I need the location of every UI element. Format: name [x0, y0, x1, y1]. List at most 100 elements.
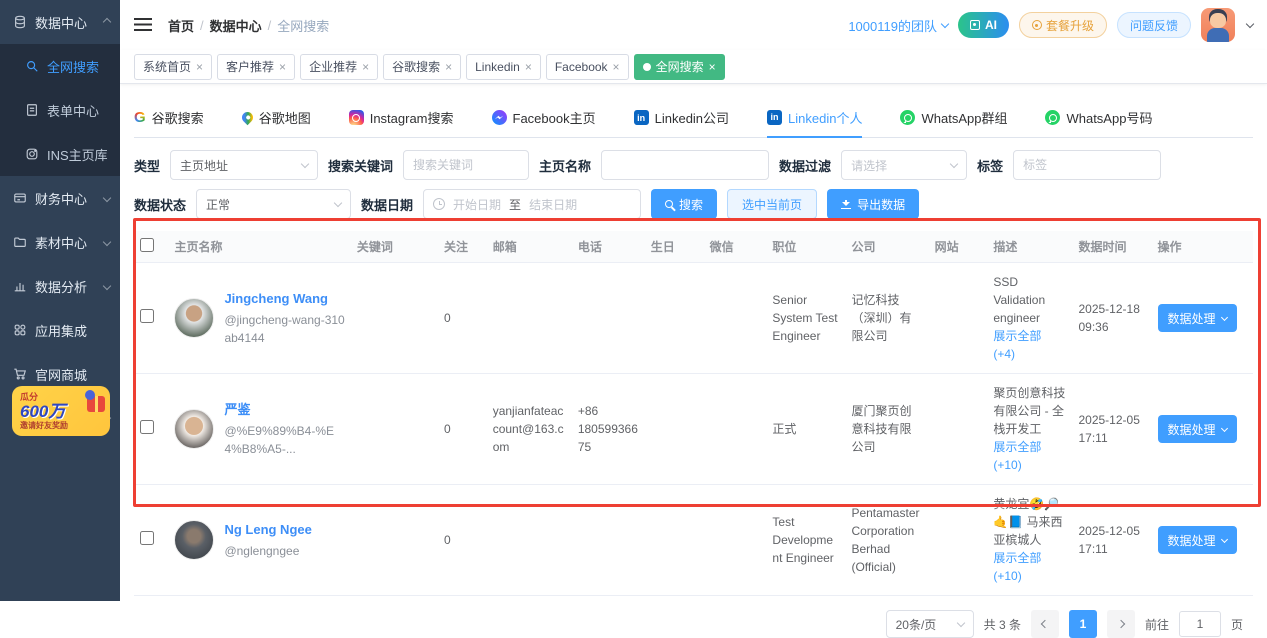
- sidebar-item-label: 官网商城: [35, 367, 88, 383]
- tab-facebook[interactable]: Facebook ×: [545, 53, 629, 80]
- row-checkbox[interactable]: [140, 530, 154, 545]
- cell-birthday: [644, 373, 704, 485]
- chevron-down-icon: [956, 618, 965, 627]
- tab-google-search[interactable]: 谷歌搜索 ×: [383, 53, 462, 80]
- goto-page-input[interactable]: [1178, 611, 1221, 637]
- col-phone: 电话: [571, 231, 645, 263]
- cell-wechat: [703, 262, 767, 374]
- cart-icon: [12, 366, 28, 382]
- row-checkbox[interactable]: [140, 308, 154, 323]
- user-avatar[interactable]: [1201, 8, 1235, 42]
- close-icon[interactable]: ×: [362, 59, 370, 74]
- sidebar-item-form-center[interactable]: 表单中心: [0, 88, 120, 132]
- sidebar-item-data-center[interactable]: 数据中心: [0, 0, 120, 44]
- sidebar-item-app-integration[interactable]: 应用集成: [0, 308, 120, 352]
- promo-line2: 600万: [20, 402, 66, 421]
- promo-banner[interactable]: 瓜分 600万 邀请好友奖励: [12, 386, 110, 436]
- cell-keyword: [350, 484, 439, 596]
- sidebar-item-ins-library[interactable]: INS主页库: [0, 132, 120, 176]
- close-icon[interactable]: ×: [708, 59, 716, 74]
- page-1-button[interactable]: 1: [1068, 610, 1097, 638]
- cell-position: Test Development Engineer: [766, 484, 846, 596]
- sidebar-item-material-center[interactable]: 素材中心: [0, 220, 120, 264]
- tab-system-home[interactable]: 系统首页 ×: [134, 53, 213, 80]
- pagination: 20条/页 共 3 条 1 前往 页: [134, 610, 1243, 638]
- search-button[interactable]: 搜索: [651, 189, 718, 219]
- subnav-whatsapp-groups[interactable]: WhatsApp群组: [900, 98, 1007, 138]
- next-page-button[interactable]: [1106, 610, 1135, 638]
- row-checkbox[interactable]: [140, 419, 154, 434]
- date-range-picker[interactable]: 开始日期 至 结束日期: [423, 189, 642, 219]
- avatar-dropdown-caret[interactable]: [1245, 19, 1255, 28]
- sidebar-item-web-search[interactable]: 全网搜索: [0, 44, 120, 88]
- subnav-google-maps[interactable]: 谷歌地图: [239, 98, 311, 138]
- select-all-checkbox[interactable]: [140, 238, 154, 252]
- select-current-page-button[interactable]: 选中当前页: [727, 189, 818, 219]
- subnav-linkedin-company[interactable]: Linkedin公司: [633, 98, 729, 138]
- data-process-button[interactable]: 数据处理: [1157, 415, 1237, 443]
- prev-page-button[interactable]: [1030, 610, 1059, 638]
- cell-email: yanjianfateaccount@163.com: [486, 373, 572, 485]
- close-icon[interactable]: ×: [612, 59, 620, 74]
- cell-email: [486, 262, 572, 374]
- sidebar-item-data-analysis[interactable]: 数据分析: [0, 264, 120, 308]
- data-status-select[interactable]: 正常: [196, 189, 352, 219]
- cell-phone: +86 18059936675: [571, 373, 645, 485]
- type-select[interactable]: 主页地址: [170, 150, 319, 180]
- tab-customer-recommend[interactable]: 客户推荐 ×: [217, 53, 296, 80]
- show-all-link[interactable]: 展示全部: [993, 440, 1042, 454]
- breadcrumb-section[interactable]: 数据中心: [209, 18, 262, 34]
- subnav-google-search[interactable]: 谷歌搜索: [134, 98, 204, 138]
- sidebar-item-official-mall[interactable]: 官网商城: [0, 352, 120, 396]
- subnav-facebook-pages[interactable]: Facebook主页: [491, 98, 596, 138]
- ai-icon: [969, 20, 980, 30]
- ai-button[interactable]: AI: [957, 12, 1009, 38]
- profile-name-link[interactable]: Ng Leng Ngee: [224, 521, 312, 537]
- data-process-button[interactable]: 数据处理: [1157, 526, 1237, 554]
- more-count-link[interactable]: (+4): [993, 347, 1016, 361]
- keyword-input[interactable]: [413, 158, 520, 172]
- data-process-button[interactable]: 数据处理: [1157, 304, 1237, 332]
- sidebar-item-finance-center[interactable]: 财务中心: [0, 176, 120, 220]
- page-size-select[interactable]: 20条/页: [885, 610, 974, 638]
- breadcrumb: 首页 / 数据中心 / 全网搜索: [168, 16, 329, 35]
- chevron-down-icon: [940, 19, 950, 28]
- subnav-instagram-search[interactable]: Instagram搜索: [348, 98, 454, 138]
- tab-web-search-active[interactable]: 全网搜索 ×: [633, 53, 725, 80]
- more-count-link[interactable]: (+10): [993, 458, 1022, 472]
- subnav-linkedin-personal[interactable]: Linkedin个人: [767, 98, 863, 138]
- upgrade-plan-button[interactable]: 套餐升级: [1018, 12, 1107, 38]
- hamburger-menu-icon[interactable]: [134, 18, 152, 32]
- page-name-input[interactable]: [611, 158, 760, 172]
- profile-name-link[interactable]: 严鉴: [224, 401, 251, 417]
- data-filter-select[interactable]: 请选择: [841, 150, 968, 180]
- close-icon[interactable]: ×: [196, 59, 204, 74]
- team-dropdown[interactable]: 1000119的团队: [848, 16, 950, 35]
- breadcrumb-home[interactable]: 首页: [168, 18, 195, 34]
- cell-birthday: [644, 262, 704, 374]
- chevron-right-icon: [1116, 619, 1126, 629]
- tab-enterprise-recommend[interactable]: 企业推荐 ×: [300, 53, 379, 80]
- col-keyword: 关键词: [350, 231, 439, 263]
- cell-phone: [571, 484, 645, 596]
- col-page-name: 主页名称: [168, 231, 351, 263]
- export-data-button[interactable]: 导出数据: [827, 189, 920, 219]
- description-text: 聚页创意科技有限公司 - 全栈开发工: [993, 386, 1066, 436]
- profile-name-link[interactable]: Jingcheng Wang: [224, 290, 328, 306]
- tag-input[interactable]: [1023, 158, 1152, 172]
- show-all-link[interactable]: 展示全部: [993, 551, 1042, 565]
- database-icon: [12, 14, 28, 30]
- instagram-icon: [348, 110, 364, 125]
- feedback-button[interactable]: 问题反馈: [1116, 12, 1191, 38]
- table-row: 严鉴 @%E9%89%B4-%E4%B8%A5-... 0 yanjianfat…: [134, 373, 1253, 485]
- close-icon[interactable]: ×: [445, 59, 453, 74]
- show-all-link[interactable]: 展示全部: [993, 329, 1042, 343]
- more-count-link[interactable]: (+10): [993, 569, 1022, 583]
- tab-linkedin[interactable]: Linkedin ×: [466, 53, 541, 80]
- sidebar-item-label: 数据分析: [35, 279, 88, 295]
- close-icon[interactable]: ×: [279, 59, 287, 74]
- close-icon[interactable]: ×: [524, 59, 532, 74]
- subnav-whatsapp-numbers[interactable]: WhatsApp号码: [1045, 98, 1152, 138]
- chevron-down-icon: [1220, 313, 1228, 321]
- linkedin-icon: [633, 110, 649, 125]
